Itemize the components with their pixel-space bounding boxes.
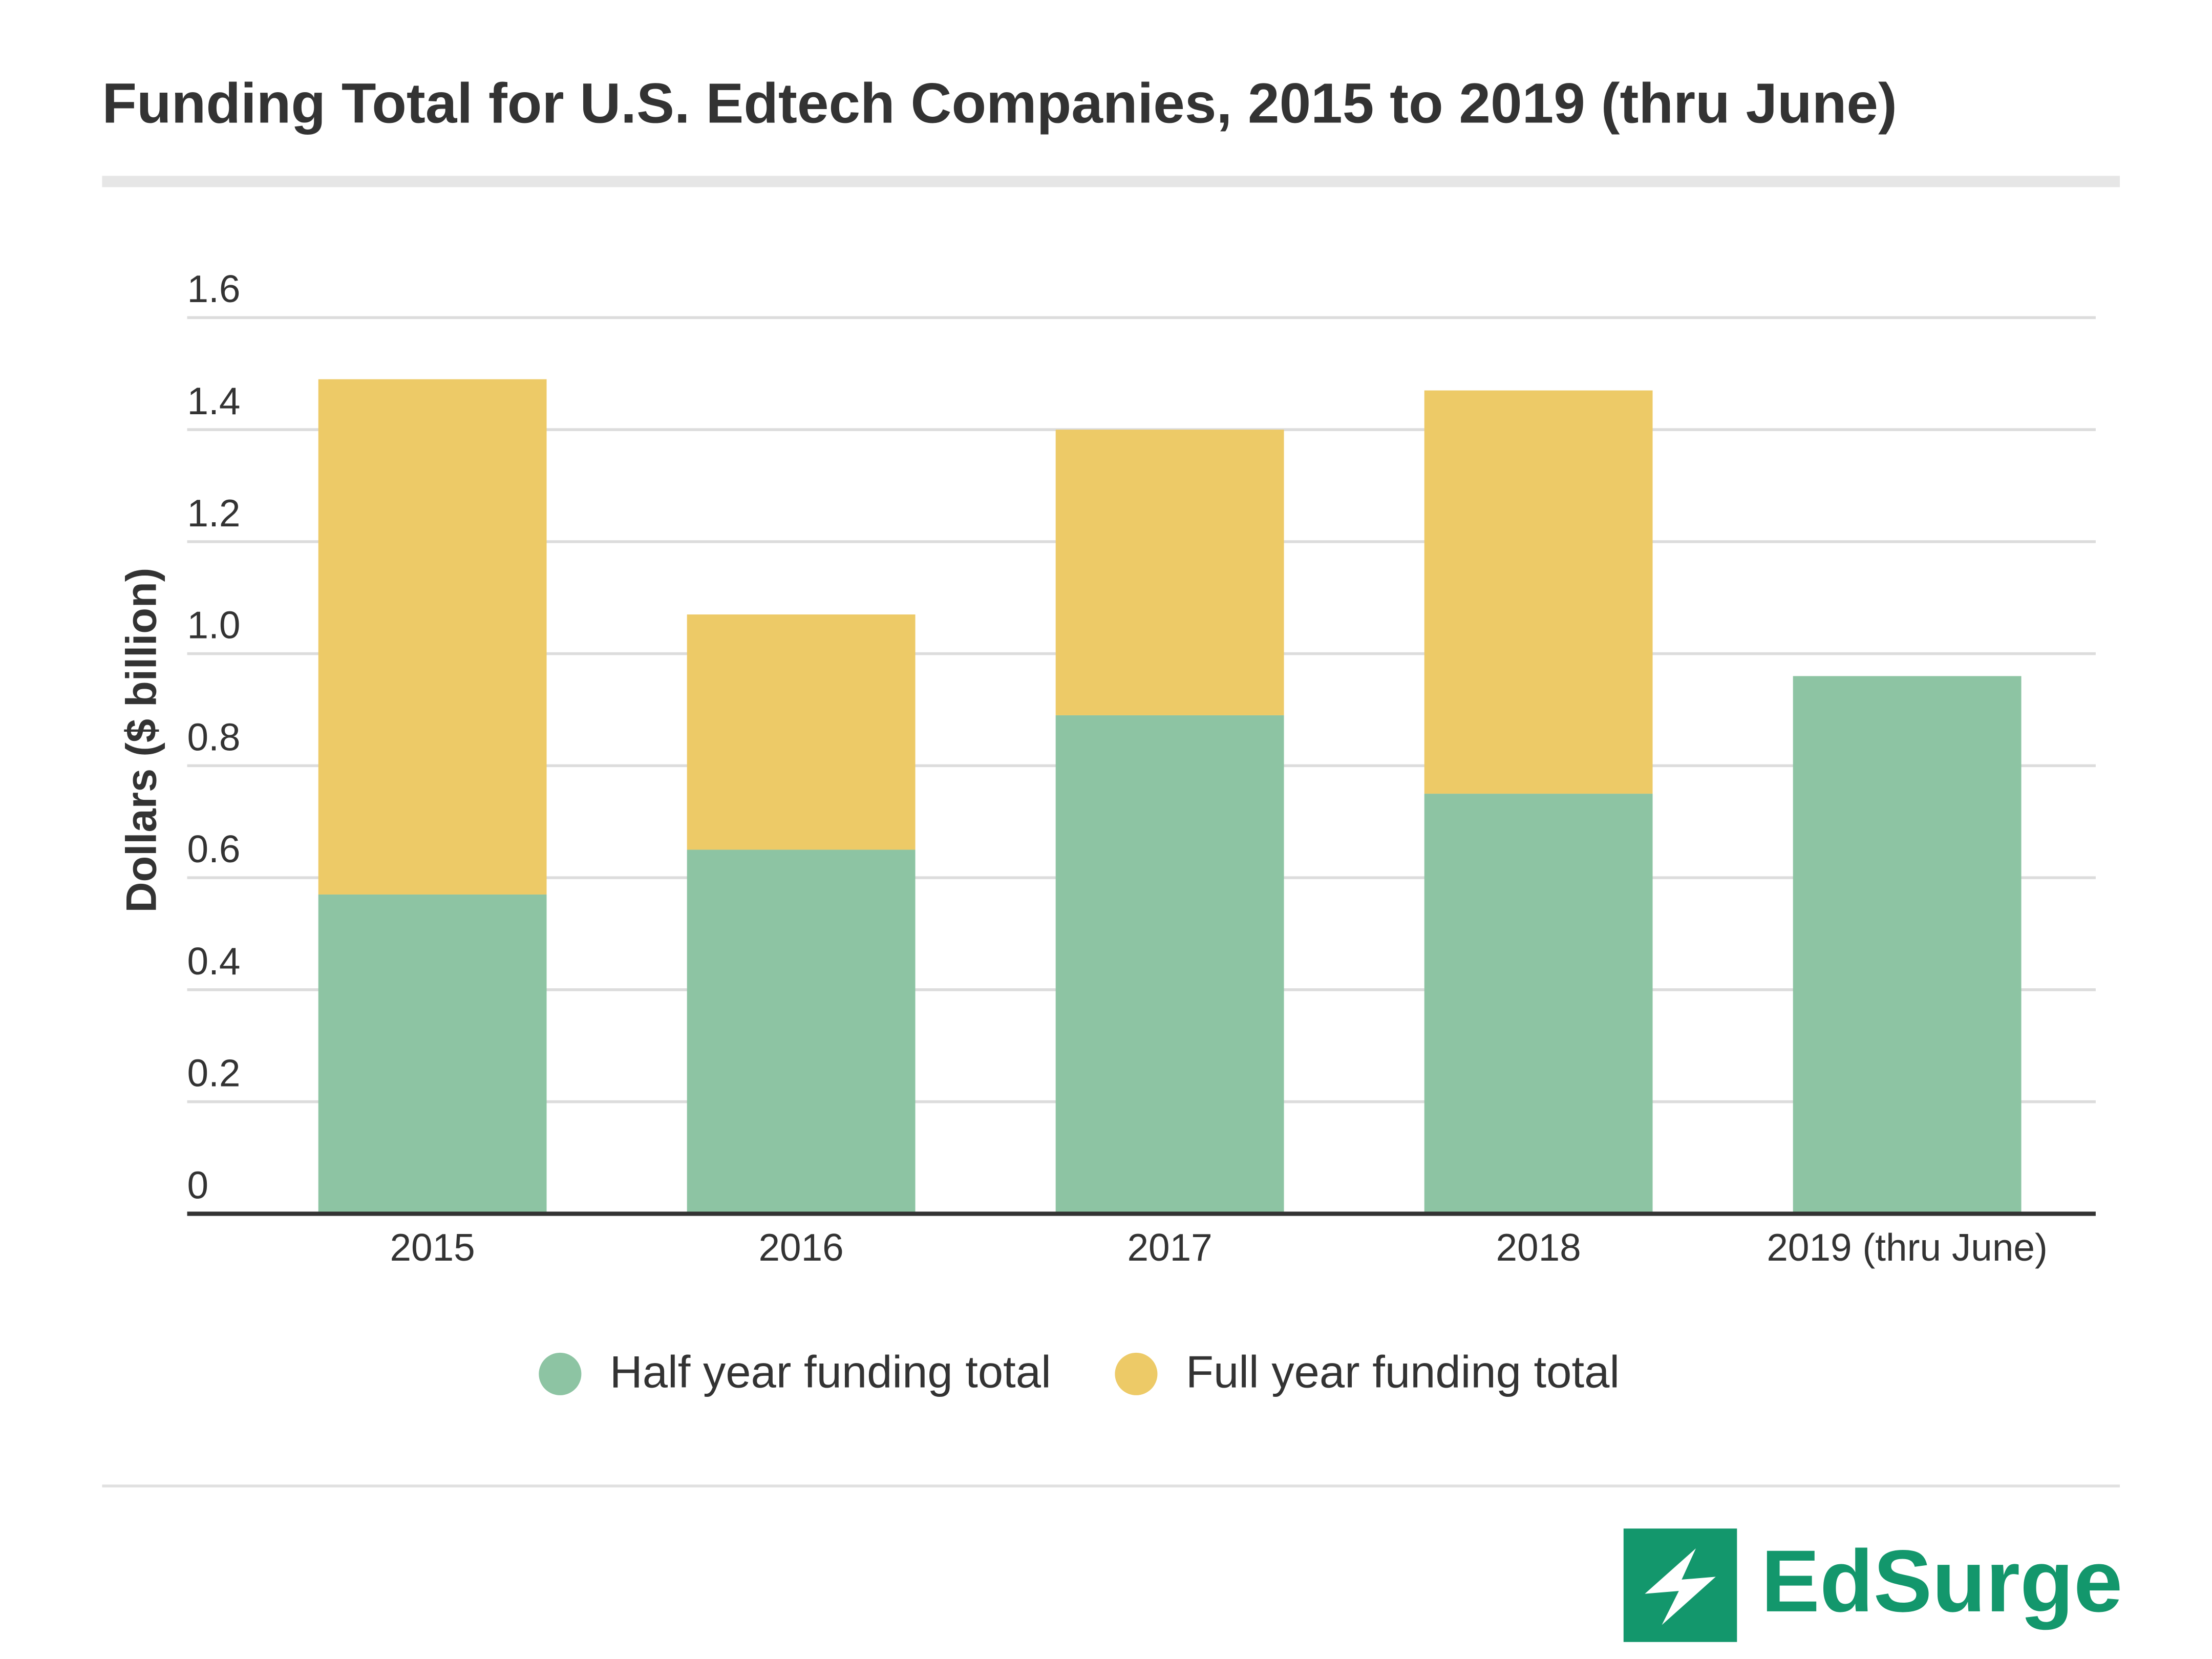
y-tick-label: 1.6 bbox=[187, 267, 241, 310]
y-axis-label: Dollars ($ billion) bbox=[117, 568, 165, 913]
x-tick-label: 2015 bbox=[390, 1226, 475, 1269]
bar-segment bbox=[318, 379, 547, 895]
legend-swatch bbox=[1115, 1352, 1158, 1395]
legend-label: Half year funding total bbox=[610, 1347, 1051, 1397]
chart-title: Funding Total for U.S. Edtech Companies,… bbox=[102, 72, 1897, 135]
bar-segment bbox=[1055, 430, 1284, 715]
bar-segment bbox=[687, 849, 916, 1214]
bar-segment bbox=[1793, 676, 2022, 1214]
bar-segment bbox=[687, 614, 916, 850]
y-tick-label: 1.2 bbox=[187, 492, 241, 535]
bar-segment bbox=[318, 894, 547, 1214]
logo-bolt bbox=[1645, 1548, 1716, 1625]
y-tick-label: 0.2 bbox=[187, 1052, 241, 1095]
x-tick-label: 2016 bbox=[758, 1226, 843, 1269]
y-tick-label: 1.4 bbox=[187, 379, 241, 422]
x-tick-label: 2017 bbox=[1127, 1226, 1212, 1269]
brand: EdSurge bbox=[1761, 1533, 2122, 1630]
y-tick-label: 1.0 bbox=[187, 604, 241, 647]
y-tick-label: 0.6 bbox=[187, 827, 241, 870]
y-tick-label: 0.8 bbox=[187, 715, 241, 758]
x-tick-label: 2018 bbox=[1496, 1226, 1581, 1269]
bar-segment bbox=[1055, 715, 1284, 1214]
bar-segment bbox=[1424, 390, 1653, 794]
title-rule bbox=[102, 176, 2120, 187]
legend-swatch bbox=[539, 1352, 582, 1395]
y-tick-label: 0.4 bbox=[187, 940, 241, 983]
legend-label: Full year funding total bbox=[1186, 1347, 1620, 1397]
x-tick-label: 2019 (thru June) bbox=[1767, 1226, 2048, 1269]
y-tick-label: 0 bbox=[187, 1163, 209, 1206]
bar-segment bbox=[1424, 794, 1653, 1214]
